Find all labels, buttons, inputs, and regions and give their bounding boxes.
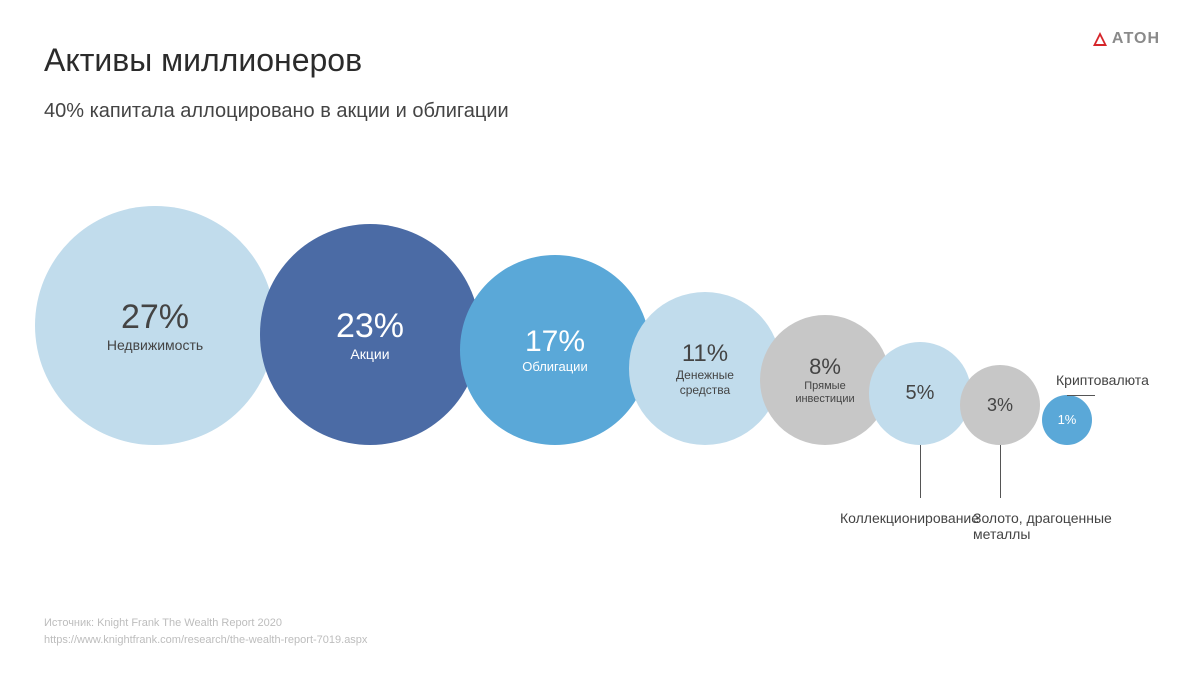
bubble-0: 27%Недвижимость (35, 206, 274, 445)
bubble-3: 11%Денежныесредства (629, 292, 782, 445)
source-line1: Источник: Knight Frank The Wealth Report… (44, 615, 367, 632)
bubble-label: Недвижимость (107, 337, 203, 354)
callout-label: Золото, драгоценныеметаллы (973, 510, 1112, 542)
bubble-value: 27% (121, 298, 189, 337)
logo: АТОН (1091, 30, 1160, 48)
bubble-6: 3% (960, 365, 1040, 445)
bubble-value: 8% (809, 354, 841, 380)
source-line2: https://www.knightfrank.com/research/the… (44, 632, 367, 649)
bubble-5: 5% (869, 342, 972, 445)
bubble-value: 3% (987, 395, 1013, 416)
callout-label: Криптовалюта (1056, 372, 1149, 388)
callout-line (1067, 395, 1095, 396)
logo-text: АТОН (1112, 30, 1160, 48)
bubble-7: 1% (1042, 395, 1092, 445)
bubble-value: 5% (906, 382, 935, 405)
bubble-label: Денежныесредства (676, 368, 734, 397)
bubble-label: Акции (350, 346, 389, 363)
callout-label: Коллекционирование (840, 510, 979, 526)
bubble-value: 11% (682, 340, 728, 368)
page-title: Активы миллионеров (44, 42, 362, 79)
source-citation: Источник: Knight Frank The Wealth Report… (44, 615, 367, 648)
bubble-value: 23% (336, 307, 404, 346)
bubble-label: Прямыеинвестиции (795, 380, 854, 406)
bubble-label: Облигации (522, 359, 587, 375)
callout-line (920, 445, 921, 498)
page-subtitle: 40% капитала аллоцировано в акции и обли… (44, 100, 509, 123)
bubble-1: 23%Акции (260, 224, 481, 445)
bubble-2: 17%Облигации (460, 255, 650, 445)
bubble-value: 17% (525, 325, 585, 359)
callout-line (1000, 445, 1001, 498)
logo-icon (1091, 30, 1109, 48)
bubble-value: 1% (1058, 412, 1077, 427)
